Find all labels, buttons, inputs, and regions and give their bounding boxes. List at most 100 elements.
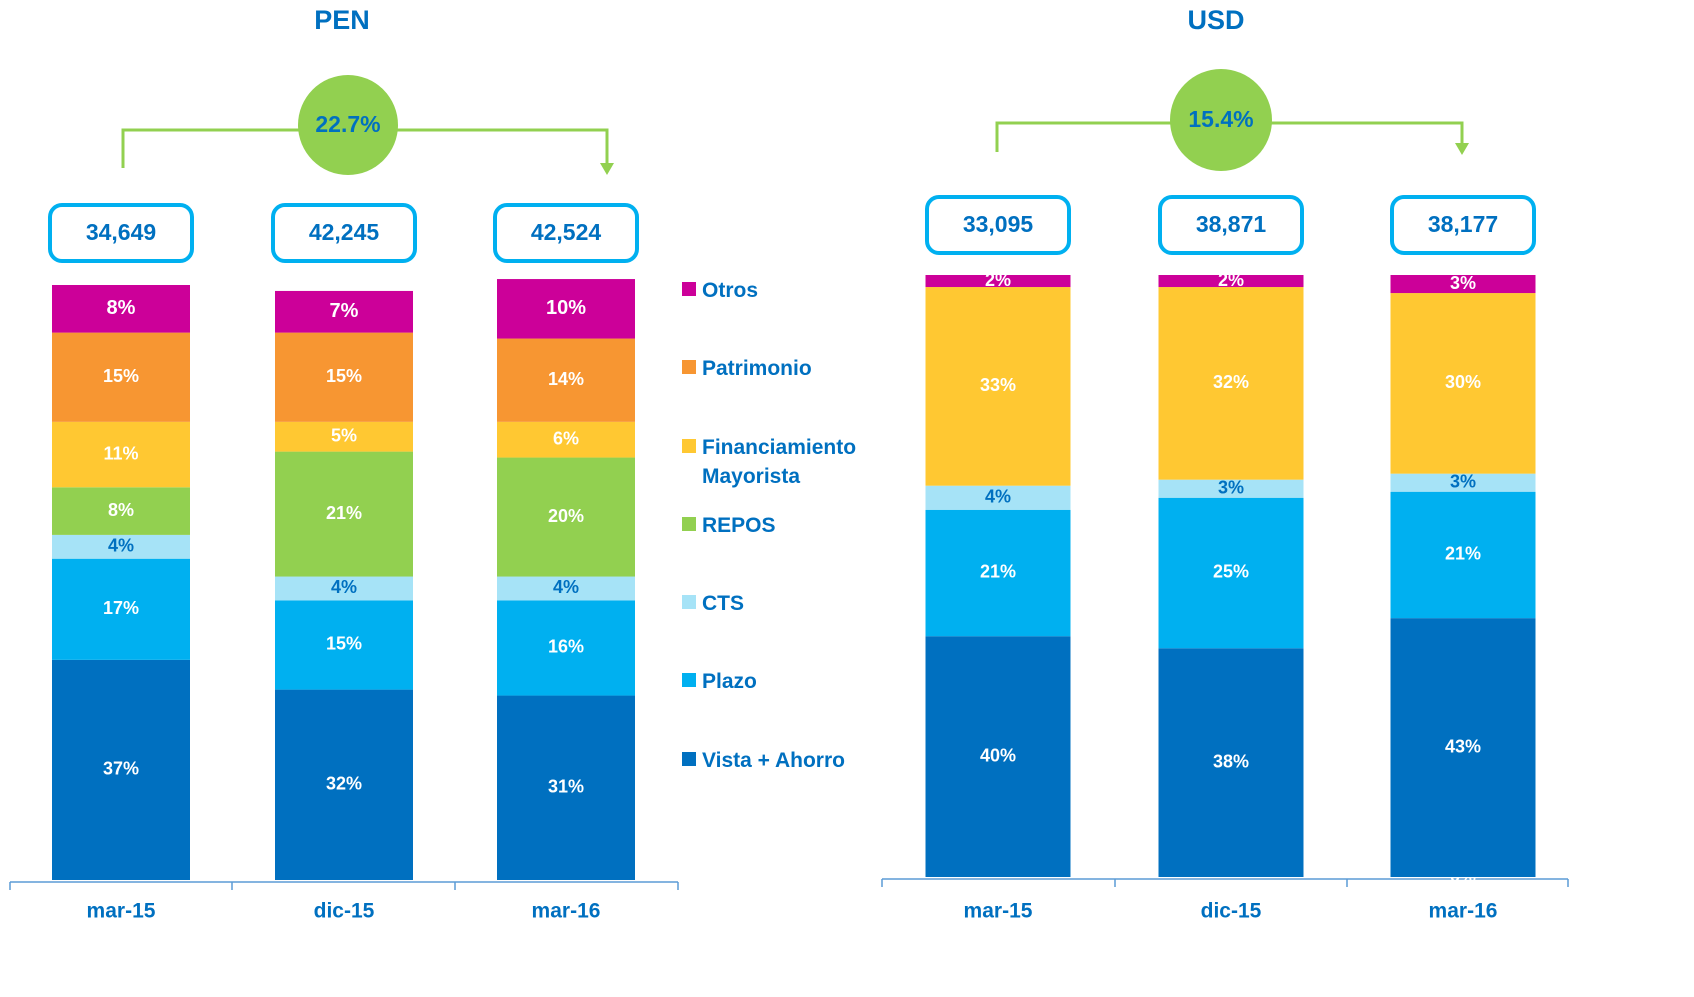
x-tick-label: dic-15 [1201,900,1262,923]
value-label: 7% [330,300,359,322]
bar-segment [497,421,635,458]
legend-swatch [682,517,696,531]
value-label: 3% [1218,477,1244,497]
value-label: 15% [326,366,362,386]
bar-segment [52,285,190,333]
bar-segment [52,421,190,488]
legend-item: Patrimonio [682,354,882,383]
value-label: 31% [548,777,584,797]
legend-label: Vista + Ahorro [702,749,845,772]
growth-circle [1170,69,1272,171]
value-label: 25% [1213,562,1249,582]
value-label: 33% [980,375,1016,395]
value-label: 3% [1450,471,1476,491]
bar-segment [1158,275,1304,288]
value-label: 4% [553,577,579,597]
bar-segment [1390,275,1536,294]
value-label: 4% [331,577,357,597]
total-box [48,203,194,263]
legend-swatch [682,360,696,374]
value-label: 2% [985,270,1011,290]
x-tick-label: dic-15 [314,900,375,923]
growth-arrow [1455,143,1469,155]
bar-segment [497,576,635,601]
bar-segment [925,485,1071,510]
value-label: 21% [1445,544,1481,564]
legend-label: REPOS [702,514,776,537]
bar-segment [1390,293,1536,474]
legend-label: Financiamiento Mayorista [702,436,857,488]
legend-item: REPOS [682,511,882,540]
value-label: 30% [1445,372,1481,392]
value-label: 20% [548,506,584,526]
total-label: 42,245 [309,219,380,245]
value-label: 32% [326,774,362,794]
bar-segment [925,287,1071,486]
total-label: 38,177 [1428,211,1498,237]
value-label: 8% [108,500,134,520]
value-label: 15% [103,366,139,386]
legend-item: Vista + Ahorro [682,746,882,775]
bar-segment [497,600,635,696]
legend-label: Otros [702,279,759,302]
value-label: 3% [1450,273,1476,293]
bar-segment [52,332,190,422]
bar-segment [275,451,413,577]
total-box [271,203,417,263]
bar-segment [52,534,190,559]
legend-item: CTS [682,589,882,618]
value-label: 21% [326,503,362,523]
legend-item: Otros [682,276,882,305]
legend-swatch [682,752,696,766]
x-tick-label: mar-15 [87,900,156,923]
chart-title: USD [1187,5,1244,35]
legend-item: Plazo [682,667,882,696]
bar-segment [275,689,413,880]
bar-segment [925,275,1071,288]
value-label: 40% [980,745,1016,765]
bar-segment [275,576,413,601]
bar-segment [1158,648,1304,877]
total-label: 33,095 [963,211,1034,237]
x-tick-label: mar-15 [964,900,1033,923]
legend-swatch [682,282,696,296]
bar-segment [497,338,635,422]
bar-segment [497,695,635,880]
bar-segment [497,457,635,577]
total-box [1390,195,1536,255]
bar-segment [275,600,413,690]
total-label: 42,524 [531,219,602,245]
bar-segment [1390,618,1536,877]
growth-label: 15.4% [1188,106,1253,132]
value-label: 15% [326,634,362,654]
value-label: 38% [1213,751,1249,771]
bar-segment [52,659,190,880]
legend-swatch [682,673,696,687]
value-label: 5% [331,425,357,445]
bar-segment [1390,473,1536,492]
x-tick-label: mar-16 [1429,900,1498,923]
legend-swatch [682,595,696,609]
legend-label: CTS [702,592,744,615]
value-label: 6% [553,428,579,448]
growth-circle [298,75,398,175]
bar-segment [925,636,1071,877]
total-box [925,195,1071,255]
value-label: 4% [108,536,134,556]
bar-segment [1158,497,1304,649]
legend-label: Plazo [702,670,757,693]
value-label: 14% [548,369,584,389]
bar-segment [275,332,413,422]
x-tick-label: mar-16 [532,900,601,923]
bar-segment [52,487,190,535]
chart-title: PEN [314,5,370,35]
value-label: 21% [980,562,1016,582]
value-label: 10% [546,297,586,319]
bar-segment [925,509,1071,637]
bar-segment [497,279,635,339]
total-box [1158,195,1304,255]
total-box [493,203,639,263]
value-label: 32% [1213,372,1249,392]
bar-segment [1158,479,1304,498]
